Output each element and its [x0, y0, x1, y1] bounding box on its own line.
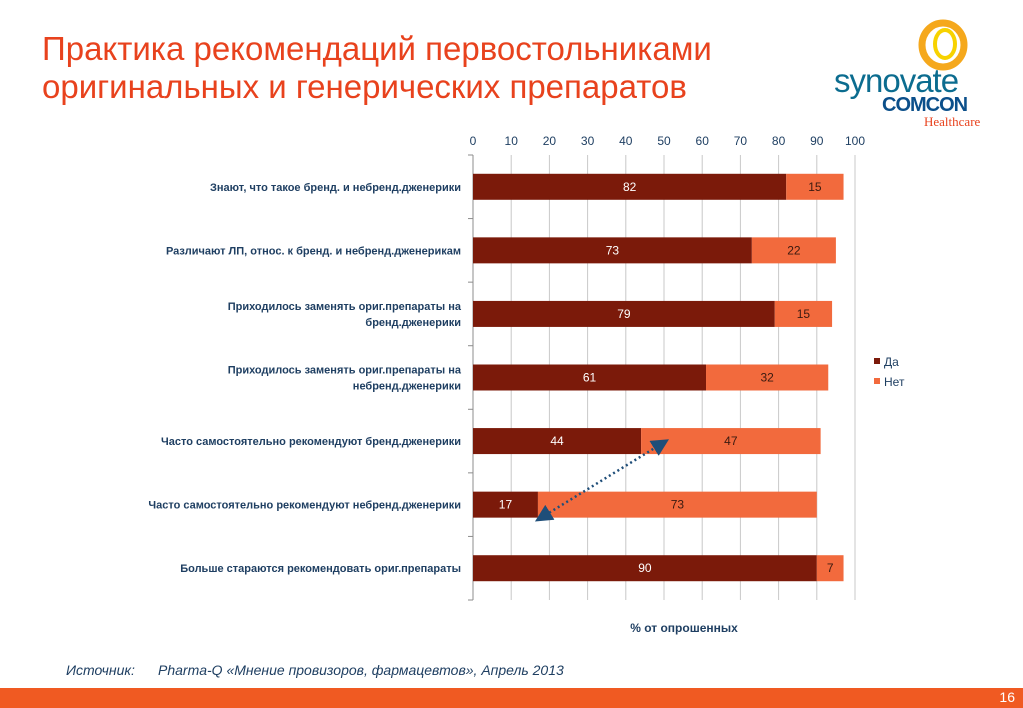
bar-da: [473, 237, 752, 264]
slide-title-line1: Практика рекомендаций первостольниками: [42, 30, 712, 67]
logo-word-synovate: synovate: [834, 62, 959, 99]
category-label: Больше стараются рекомендовать ориг.преп…: [180, 563, 461, 575]
synovate-comcon-logo: synovate COMCON Healthcare: [828, 18, 1018, 129]
category-label: Часто самостоятельно рекомендуют небренд…: [148, 500, 461, 512]
x-tick-label: 70: [734, 134, 748, 148]
page-number: 16: [999, 689, 1015, 705]
slide-title-line2: оригинальных и генерических препаратов: [42, 68, 687, 105]
footer-bar: 16: [0, 688, 1023, 708]
source-text: Pharma-Q «Мнение провизоров, фармацевтов…: [158, 662, 564, 678]
x-tick-label: 10: [505, 134, 519, 148]
chart-annotations: [534, 439, 669, 522]
bar-da: [473, 364, 707, 391]
bar-value-label: 15: [797, 307, 811, 321]
source-label: Источник:: [66, 662, 135, 678]
x-tick-label: 100: [845, 134, 865, 148]
chart-axis: 0 10 20 30 40 50 60 70 80 90 100: [468, 134, 865, 601]
chart-legend: Да Нет: [874, 355, 905, 389]
bar-value-label: 90: [638, 561, 652, 575]
bar-net: [641, 428, 821, 455]
bar-net: [816, 555, 844, 582]
x-axis-label: % от опрошенных: [630, 621, 738, 635]
bar-da: [473, 173, 787, 200]
bar-da: [473, 300, 775, 327]
bar-net: [774, 300, 833, 327]
bar-net: [786, 173, 844, 200]
x-tick-label: 30: [581, 134, 595, 148]
x-tick-label: 50: [657, 134, 671, 148]
bar-da: [473, 491, 538, 518]
logo-ring-icon: [918, 19, 968, 71]
category-label: Часто самостоятельно рекомендуют бренд.д…: [161, 436, 461, 448]
bar-value-label: 22: [787, 243, 801, 257]
category-label: Различают ЛП, относ. к бренд. и небренд.…: [166, 245, 461, 257]
source-note: Источник: Pharma-Q «Мнение провизоров, фа…: [66, 662, 564, 678]
x-tick-label: 40: [619, 134, 633, 148]
bar-value-label: 73: [606, 243, 620, 257]
chart-category-labels: Знают, что такое бренд. и небренд.дженер…: [148, 182, 461, 575]
chart-bars: 82 15 73 22 79 15 61 32 44 47 17 73 90 7: [473, 173, 844, 582]
bar-value-label: 82: [623, 180, 637, 194]
legend-swatch-net: [874, 378, 880, 384]
bar-value-label: 15: [808, 180, 822, 194]
bar-value-label: 47: [724, 434, 738, 448]
x-tick-label: 60: [696, 134, 710, 148]
slide-title: Практика рекомендаций первостольниками о…: [42, 30, 802, 106]
category-label: Знают, что такое бренд. и небренд.дженер…: [210, 182, 461, 194]
logo-word-comcon: COMCON: [882, 94, 968, 116]
logo-word-healthcare: Healthcare: [924, 114, 981, 129]
bar-da: [473, 555, 817, 582]
bar-value-label: 79: [617, 307, 631, 321]
x-tick-label: 90: [810, 134, 824, 148]
bar-value-label: 7: [827, 561, 834, 575]
x-tick-label: 80: [772, 134, 786, 148]
bar-value-label: 17: [499, 498, 513, 512]
x-tick-label: 20: [543, 134, 557, 148]
dotted-double-arrow: [534, 439, 669, 522]
bar-value-label: 61: [583, 371, 597, 385]
bar-value-label: 73: [671, 498, 685, 512]
x-tick-label: 0: [470, 134, 477, 148]
legend-label: Да: [884, 355, 899, 369]
legend-label: Нет: [884, 375, 905, 389]
bar-net: [706, 364, 829, 391]
legend-swatch-da: [874, 358, 880, 364]
category-label: Приходилось заменять ориг.препараты на бр…: [228, 301, 462, 329]
bar-net: [751, 237, 836, 264]
stacked-bar-chart: 0 10 20 30 40 50 60 70 80 90 100 82 15 73 22 79 15 61 32 4…: [148, 134, 905, 635]
bar-value-label: 32: [760, 371, 774, 385]
bar-value-label: 44: [550, 434, 564, 448]
category-label: Приходилось заменять ориг.препараты на не…: [228, 365, 462, 393]
